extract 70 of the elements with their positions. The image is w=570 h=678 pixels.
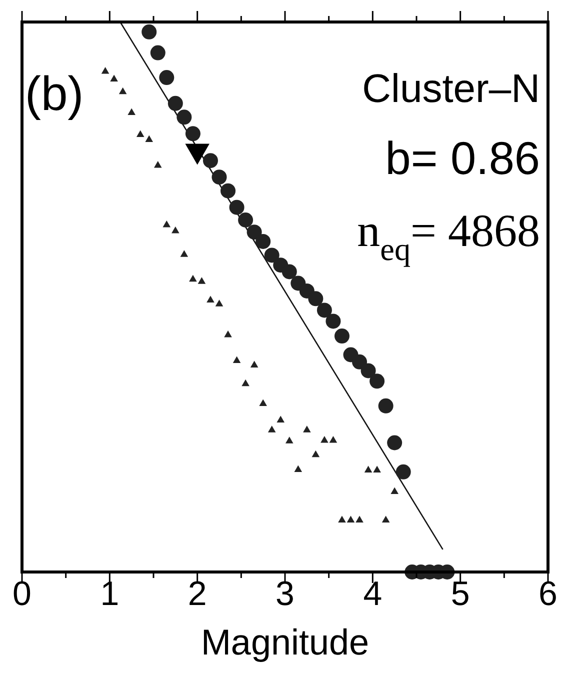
point xyxy=(268,426,276,432)
point xyxy=(364,466,372,472)
point xyxy=(316,302,332,318)
point xyxy=(308,291,324,306)
point xyxy=(136,130,144,137)
point xyxy=(185,126,200,142)
x-tick-label: 6 xyxy=(538,574,558,613)
point xyxy=(329,436,338,443)
point xyxy=(242,379,250,386)
point xyxy=(338,516,346,523)
point xyxy=(212,170,227,185)
x-tick-label: 0 xyxy=(12,574,32,613)
point xyxy=(346,516,355,523)
point xyxy=(202,153,218,168)
point xyxy=(326,314,341,329)
point xyxy=(312,450,320,458)
point xyxy=(180,250,188,257)
point xyxy=(229,200,244,215)
point xyxy=(220,183,236,198)
point xyxy=(232,356,241,364)
point xyxy=(206,296,214,303)
point xyxy=(285,436,294,444)
point xyxy=(162,220,171,228)
point xyxy=(276,416,285,422)
point xyxy=(189,274,197,282)
point xyxy=(145,135,154,142)
point xyxy=(250,360,258,368)
point xyxy=(396,464,411,480)
point xyxy=(172,226,180,234)
point xyxy=(373,466,381,472)
x-tick-label: 4 xyxy=(363,574,382,613)
x-tick-label: 3 xyxy=(276,574,294,613)
point xyxy=(370,374,385,389)
x-axis-title: Magnitude xyxy=(200,621,370,662)
point xyxy=(246,224,262,240)
point xyxy=(390,487,398,494)
point xyxy=(176,110,192,125)
point xyxy=(303,426,311,432)
point xyxy=(168,96,183,111)
point xyxy=(154,161,162,168)
point xyxy=(110,74,118,82)
point xyxy=(142,24,157,40)
point xyxy=(224,330,232,338)
point xyxy=(198,277,206,284)
annotation: (b) xyxy=(25,68,84,121)
point xyxy=(382,516,390,523)
point xyxy=(387,435,402,450)
point xyxy=(378,398,394,414)
x-tick-label: 1 xyxy=(100,574,120,613)
point xyxy=(360,363,376,378)
point xyxy=(256,234,271,249)
point xyxy=(128,108,136,115)
point xyxy=(159,70,174,86)
x-tick-label: 2 xyxy=(188,574,207,613)
point xyxy=(334,328,350,344)
point xyxy=(282,264,297,280)
point xyxy=(118,87,127,94)
point xyxy=(356,516,364,523)
annotation: b= 0.86 xyxy=(385,132,540,184)
annotation: Cluster–N xyxy=(362,67,540,111)
point xyxy=(294,465,302,472)
point xyxy=(215,300,224,306)
point xyxy=(259,399,267,406)
point xyxy=(320,436,328,443)
point xyxy=(264,248,280,263)
point xyxy=(150,45,166,60)
x-tick-label: 5 xyxy=(450,574,470,613)
point xyxy=(352,354,368,370)
point xyxy=(238,212,254,228)
point xyxy=(101,67,110,74)
